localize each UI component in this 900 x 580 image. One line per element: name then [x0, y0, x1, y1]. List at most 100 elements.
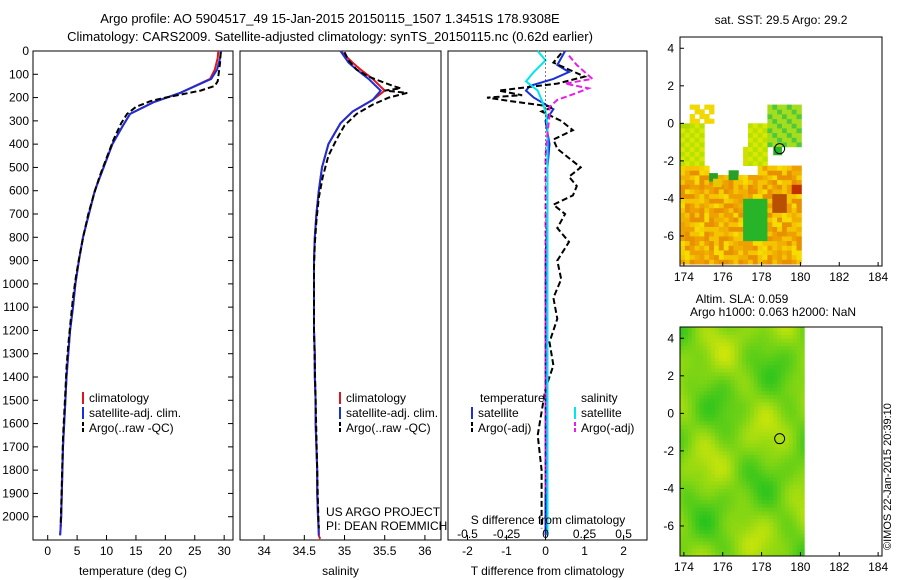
sla-cell	[796, 488, 801, 493]
map-frame	[679, 36, 883, 267]
sla-cell	[757, 368, 762, 373]
sla-cell	[753, 424, 759, 429]
sst-cell	[709, 217, 715, 223]
sla-cell	[773, 492, 778, 497]
sla-cell	[792, 450, 797, 456]
sla-cell	[757, 480, 762, 486]
sst-cell	[767, 231, 773, 237]
sla-cell	[722, 409, 727, 414]
sla-cell	[726, 447, 731, 452]
sst-cell	[694, 217, 700, 223]
sla-cell	[715, 495, 720, 501]
sla-cell	[730, 484, 735, 489]
sst-cell	[699, 137, 705, 143]
sla-cell	[753, 353, 759, 358]
sla-cell	[707, 402, 712, 407]
sla-cell	[742, 398, 747, 403]
x-axis-label: temperature (deg C)	[79, 564, 187, 578]
sst-cell	[757, 189, 763, 195]
sst-cell	[757, 254, 763, 260]
sla-cell	[749, 499, 755, 504]
sla-cell	[699, 387, 704, 392]
sla-cell	[683, 338, 689, 343]
sla-cell	[773, 338, 778, 343]
sla-cell	[761, 345, 766, 350]
sst-cell	[791, 175, 797, 181]
sla-cell	[749, 447, 755, 452]
sla-cell	[691, 548, 696, 553]
sst-cell	[704, 240, 710, 246]
sla-cell	[746, 447, 751, 452]
sla-cell	[746, 402, 751, 407]
sst-cell	[728, 189, 734, 195]
sst-cell	[723, 250, 729, 256]
sst-cell	[796, 184, 802, 190]
sla-cell	[718, 349, 724, 354]
sst-cell	[743, 189, 749, 195]
sla-cell	[683, 372, 689, 377]
sla-cell	[800, 390, 805, 395]
sla-cell	[792, 428, 797, 433]
sla-cell	[765, 499, 770, 504]
sla-cell	[784, 390, 790, 395]
sst-cell	[709, 231, 715, 237]
sla-cell	[761, 342, 766, 347]
sst-cell	[752, 245, 759, 251]
sla-cell	[703, 552, 708, 557]
sla-cell	[699, 402, 704, 407]
sla-cell	[788, 390, 794, 395]
sla-cell	[765, 383, 770, 388]
sla-cell	[695, 338, 700, 343]
sla-cell	[788, 360, 794, 365]
sla-cell	[784, 507, 790, 512]
sla-cell	[749, 488, 755, 493]
sla-cell	[722, 383, 727, 388]
sst-cell	[723, 189, 729, 195]
sla-cell	[730, 383, 735, 388]
x-tick-label: 1	[581, 544, 588, 558]
sla-cell	[734, 518, 739, 523]
sla-cell	[680, 537, 685, 542]
sla-cell	[722, 368, 727, 373]
sst-cell	[772, 179, 778, 185]
sla-cell	[687, 499, 693, 504]
sla-cell	[683, 342, 689, 347]
sst-cell	[684, 170, 691, 176]
sla-cell	[753, 492, 759, 497]
sla-cell	[784, 473, 790, 478]
sla-cell	[726, 518, 731, 523]
y-tick-label: -2	[663, 154, 674, 168]
sla-cell	[765, 450, 770, 456]
sst-cell	[748, 198, 754, 204]
sla-cell	[687, 390, 693, 395]
sla-cell	[726, 477, 731, 482]
y-tick-label: 100	[9, 67, 29, 81]
sla-cell	[703, 507, 708, 512]
sla-cell	[788, 526, 794, 531]
sla-cell	[781, 349, 786, 354]
sst-cell	[777, 189, 783, 195]
sst-cell	[757, 179, 763, 185]
sst-cell	[762, 137, 768, 143]
sla-cell	[765, 345, 770, 350]
sla-cell	[761, 503, 766, 508]
sla-cell	[687, 533, 693, 538]
sla-cell	[707, 342, 712, 347]
sla-cell	[788, 465, 794, 471]
sla-cell	[742, 488, 747, 493]
sst-cell	[733, 175, 739, 181]
sla-cell	[680, 364, 685, 369]
sla-cell	[680, 327, 685, 332]
sla-cell	[715, 533, 720, 538]
sla-cell	[796, 462, 801, 467]
sla-cell	[784, 417, 790, 422]
sla-cell	[683, 420, 689, 426]
sla-cell	[687, 469, 693, 474]
sla-cell	[695, 533, 700, 538]
sla-cell	[769, 372, 774, 377]
sla-cell	[707, 409, 712, 414]
sla-cell	[746, 541, 751, 546]
sla-cell	[781, 387, 786, 392]
sla-cell	[757, 495, 762, 501]
sla-cell	[711, 544, 716, 549]
